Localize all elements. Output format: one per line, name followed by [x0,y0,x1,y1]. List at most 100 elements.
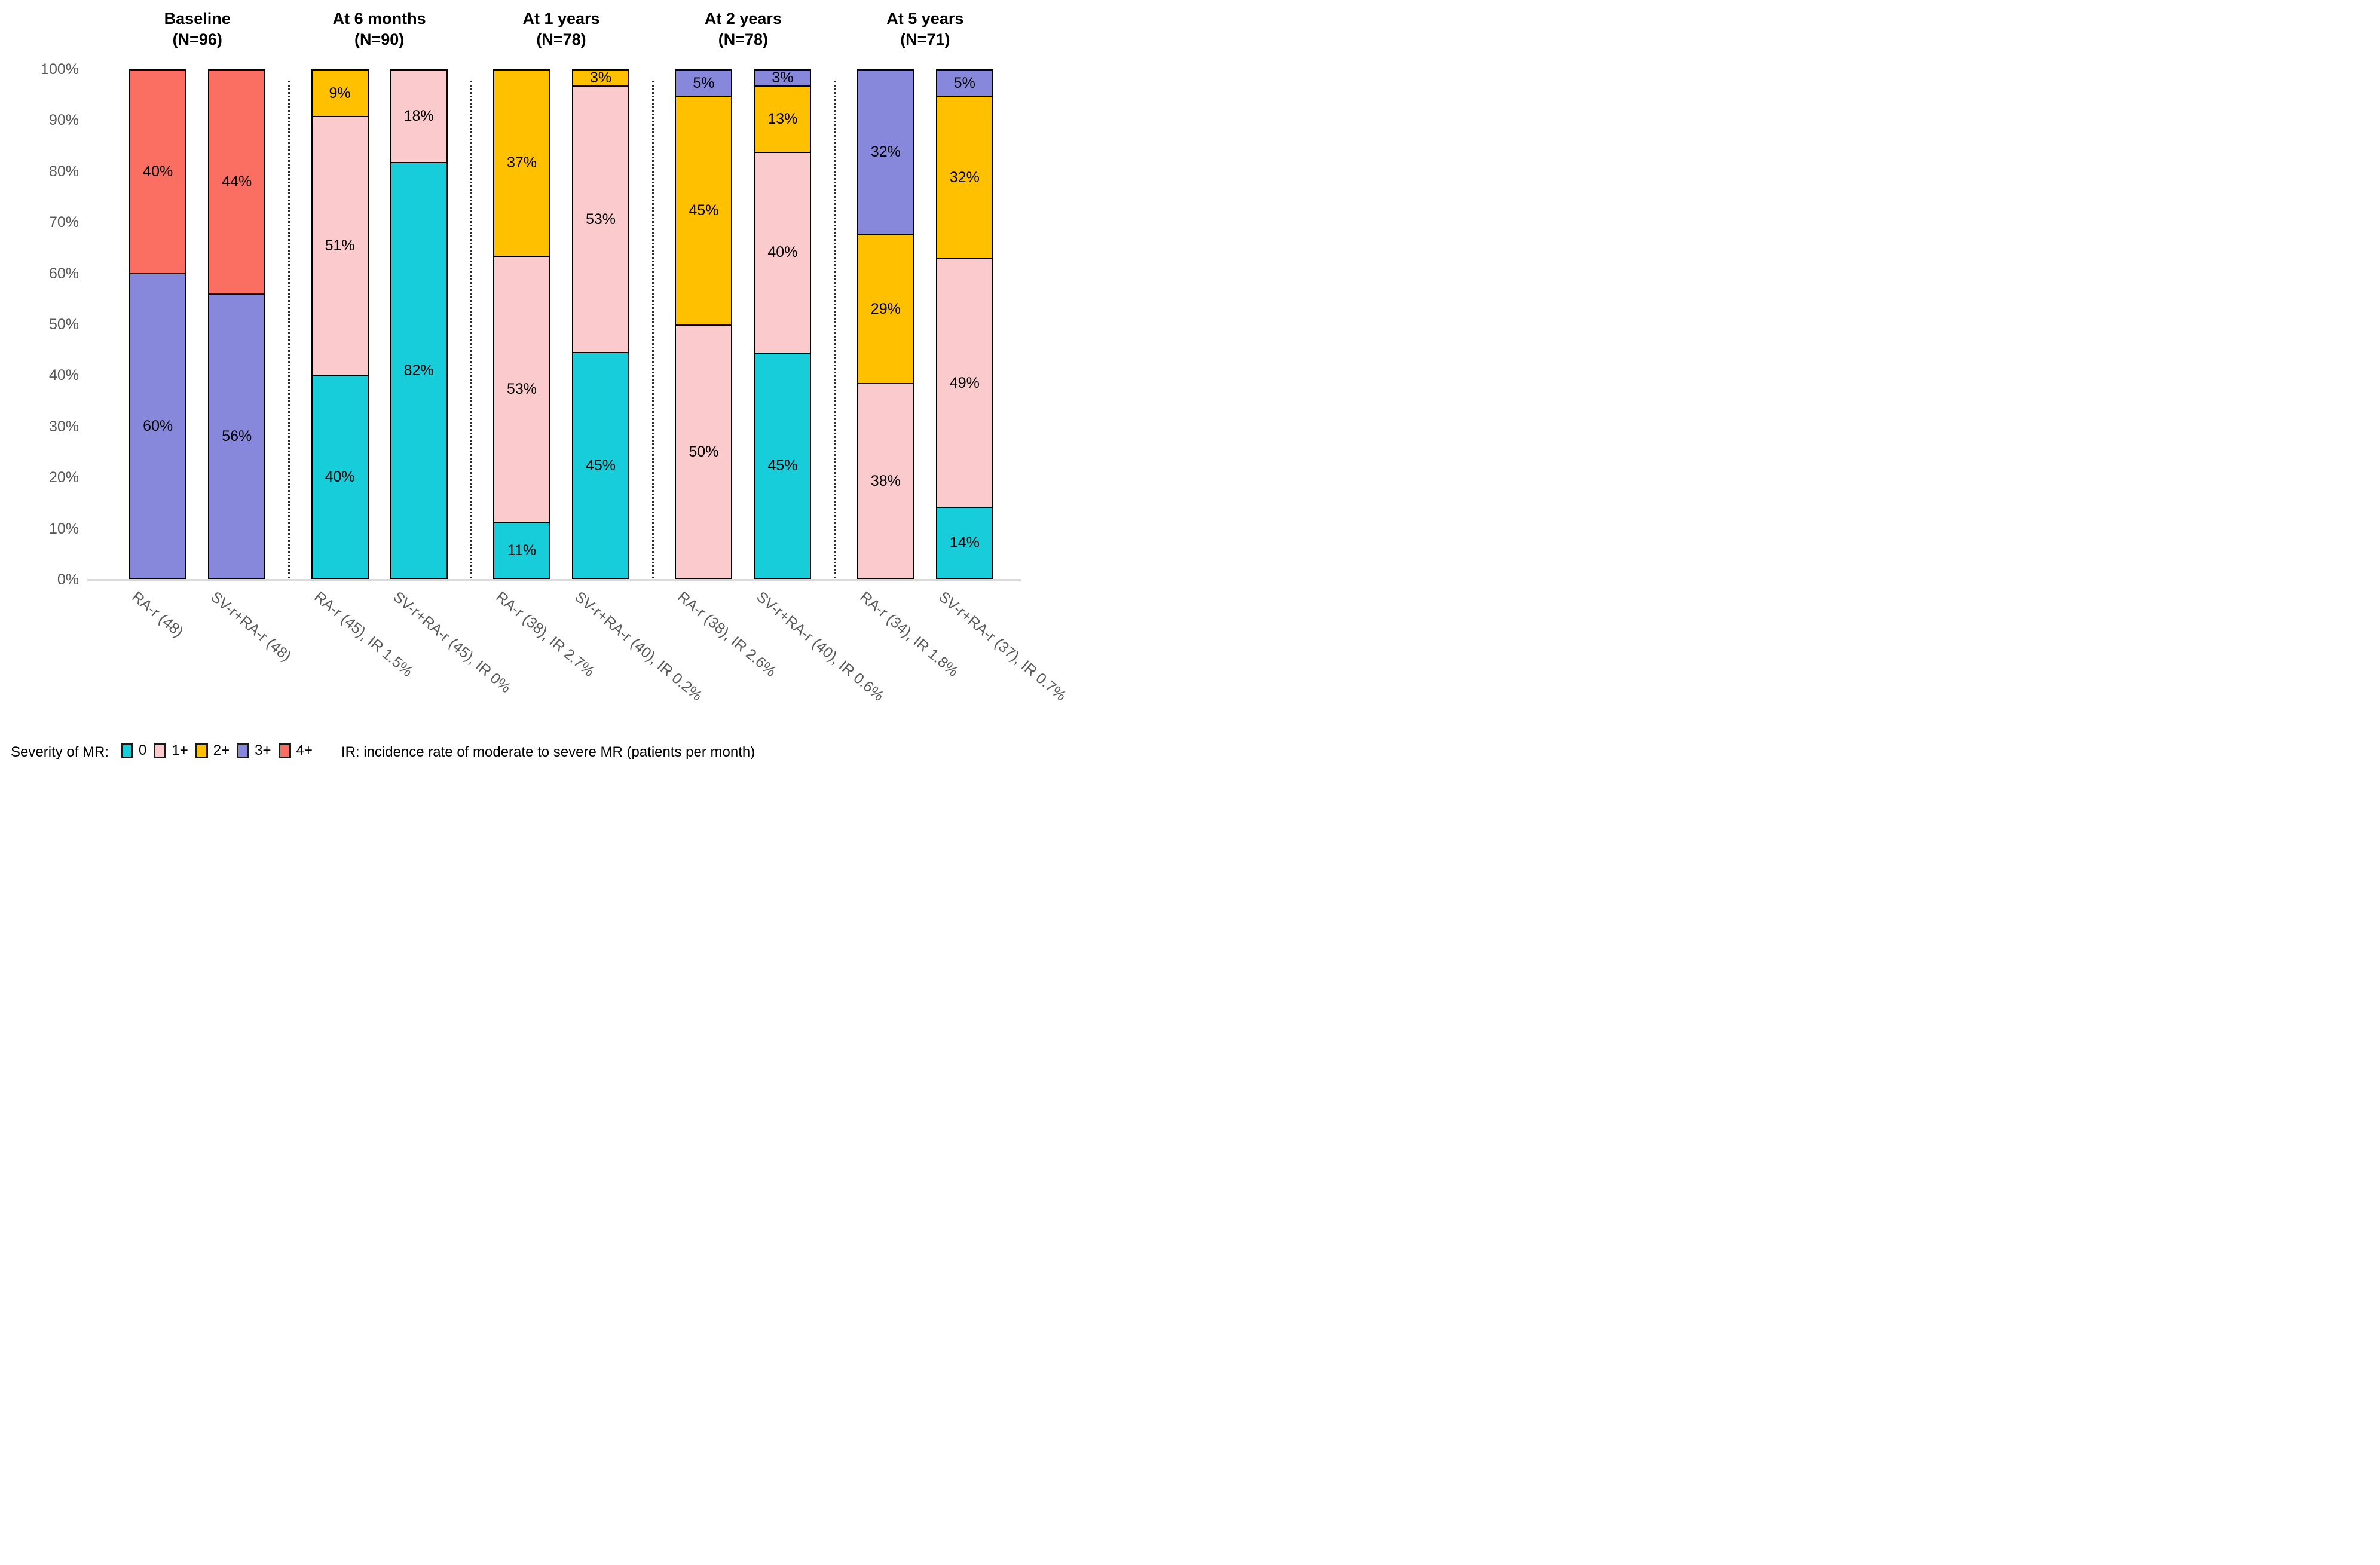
bar-segment-severity-3+: 3% [755,71,810,87]
stacked-bar: 45% 53% 3% [572,69,630,580]
x-axis-label: RA-r (48) [129,588,187,641]
x-axis-label: SV-r+RA-r (45), IR 0% [389,588,514,697]
group-header-n: (N=96) [172,30,222,49]
segment-value-label: 14% [949,534,980,552]
group-header-title: At 2 years [704,10,782,27]
bar-segment-severity-4+: 40% [130,71,186,275]
group-header-n: (N=90) [354,30,405,49]
bar-segment-severity-3+: 5% [676,71,732,97]
stacked-bar: 11% 53% 37% [493,69,551,580]
group-separator-line [834,81,836,578]
legend-title: Severity of MR: [11,743,109,760]
segment-value-label: 3% [772,69,794,87]
group-header: At 5 years (N=71) [834,8,1016,50]
bar-segment-severity-0: 45% [573,353,629,578]
bar-segment-severity-1+: 18% [391,71,446,163]
y-tick-label: 50% [48,316,79,333]
bar-segment-severity-3+: 32% [858,71,913,235]
segment-value-label: 51% [325,237,355,255]
segment-value-label: 40% [325,468,355,486]
bar-segment-severity-1+: 38% [858,384,913,578]
legend-item: 3+ [237,742,271,759]
bar-segment-severity-2+: 45% [676,97,732,326]
bar-segment-severity-0: 45% [755,353,810,578]
legend-item: 2+ [195,742,230,759]
segment-value-label: 32% [870,143,901,161]
y-tick-label: 70% [48,214,79,231]
legend: Severity of MR: 0 1+ 2+ 3+ 4+ IR: incidence … [11,742,1182,762]
bar-segment-severity-2+: 9% [312,71,368,118]
y-tick-label: 20% [48,469,79,486]
stacked-bar: 60% 40% [129,69,187,580]
bar-segment-severity-1+: 40% [755,152,810,354]
segment-value-label: 5% [953,74,975,91]
group-header-n: (N=71) [900,30,950,49]
segment-value-label: 38% [870,473,901,490]
group-header-title: At 6 months [332,10,426,27]
group-header-title: At 1 years [522,10,600,27]
legend-item: 0 [121,742,146,759]
segment-value-label: 53% [506,381,537,398]
y-tick-label: 100% [41,61,79,78]
segment-value-label: 18% [403,107,434,124]
y-tick-label: 0% [57,571,79,588]
bar-segment-severity-0: 40% [312,376,368,578]
x-axis-line [87,579,1021,581]
bar-segment-severity-1+: 51% [312,117,368,376]
segment-value-label: 3% [589,69,612,87]
x-axis-label: SV-r+RA-r (48) [207,588,295,665]
stacked-bar: 45% 40% 13% 3% [754,69,812,580]
segment-value-label: 45% [689,202,719,219]
ir-note: IR: incidence rate of moderate to severe… [341,743,755,760]
stacked-bar: 14% 49% 32% 5% [935,69,993,580]
y-tick-label: 40% [48,367,79,384]
bar-segment-severity-0: 82% [391,163,446,578]
legend-color-swatch-3+ [237,743,250,758]
legend-item-label: 3+ [255,742,271,758]
bar-segment-severity-3+: 5% [937,71,992,97]
legend-color-swatch-0 [121,743,134,758]
group-header: At 2 years (N=78) [652,8,834,50]
group-header: At 6 months (N=90) [288,8,470,50]
y-tick-label: 90% [48,112,79,129]
segment-value-label: 40% [143,163,173,180]
stacked-bar: 38% 29% 32% [856,69,914,580]
bar-segment-severity-3+: 56% [209,295,265,578]
legend-item-label: 4+ [296,742,313,758]
segment-value-label: 9% [329,84,351,102]
y-tick-label: 80% [48,163,79,180]
bar-group: 38% 29% 32% 14% 49% 32% 5% [834,69,1016,580]
legend-item: 4+ [278,742,313,759]
segment-value-label: 50% [689,443,719,460]
plot-area: 60% 40% 56% 44% 40% 51% 9% 82% 18% 11% 53% 37% 45% 53… [106,69,1016,580]
bar-segment-severity-4+: 44% [209,71,265,295]
segment-value-label: 13% [767,110,798,127]
segment-value-label: 11% [507,542,537,559]
segment-value-label: 60% [143,418,173,435]
bar-segment-severity-2+: 32% [937,97,992,260]
bar-segment-severity-0: 14% [937,507,992,578]
bar-segment-severity-1+: 53% [494,256,550,523]
segment-value-label: 49% [949,374,980,391]
stacked-bar: 40% 51% 9% [311,69,369,580]
legend-items: 0 1+ 2+ 3+ 4+ [121,742,320,762]
bar-segment-severity-2+: 37% [494,71,550,257]
legend-item-label: 1+ [172,742,188,758]
group-header-title: At 5 years [886,10,964,27]
segment-value-label: 45% [585,457,616,474]
segment-value-label: 32% [949,169,980,186]
bar-segment-severity-0: 11% [494,523,550,578]
bar-group: 11% 53% 37% 45% 53% 3% [470,69,652,580]
y-tick-label: 30% [48,418,79,435]
group-header-title: Baseline [164,10,231,27]
group-separator-line [652,81,654,578]
bar-group: 40% 51% 9% 82% 18% [288,69,470,580]
segment-value-label: 45% [767,457,798,474]
stacked-bar: 50% 45% 5% [675,69,733,580]
segment-value-label: 56% [222,428,252,445]
bar-segment-severity-2+: 29% [858,235,913,385]
x-axis-label: SV-r+RA-r (37), IR 0.7% [935,588,1070,705]
stacked-bar-chart: Baseline (N=96) At 6 months (N=90) At 1 year… [0,0,1190,783]
bar-group: 60% 40% 56% 44% [106,69,288,580]
segment-value-label: 53% [585,210,616,228]
